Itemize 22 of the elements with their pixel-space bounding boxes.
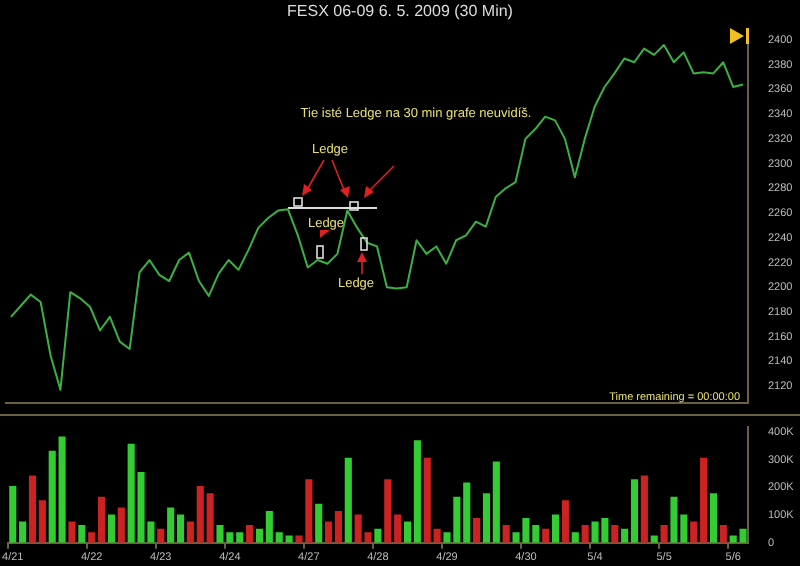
- bar: [660, 525, 668, 543]
- bar: [246, 525, 254, 543]
- bar: [107, 514, 115, 543]
- bar: [571, 532, 579, 543]
- bar: [640, 475, 648, 543]
- bar: [78, 525, 86, 543]
- bar: [542, 528, 550, 543]
- bar: [552, 514, 560, 543]
- bar: [157, 528, 165, 543]
- bar: [502, 525, 510, 543]
- bar: [315, 503, 323, 543]
- bar: [611, 525, 619, 543]
- bar: [709, 493, 718, 543]
- bar: [374, 528, 382, 543]
- bar: [719, 525, 727, 543]
- bar: [581, 525, 589, 543]
- bar: [344, 457, 352, 543]
- bar: [561, 500, 569, 543]
- bar: [117, 507, 125, 543]
- chart-title: FESX 06-09 6. 5. 2009 (30 Min): [285, 2, 515, 20]
- bar: [473, 517, 481, 543]
- bar: [68, 521, 76, 543]
